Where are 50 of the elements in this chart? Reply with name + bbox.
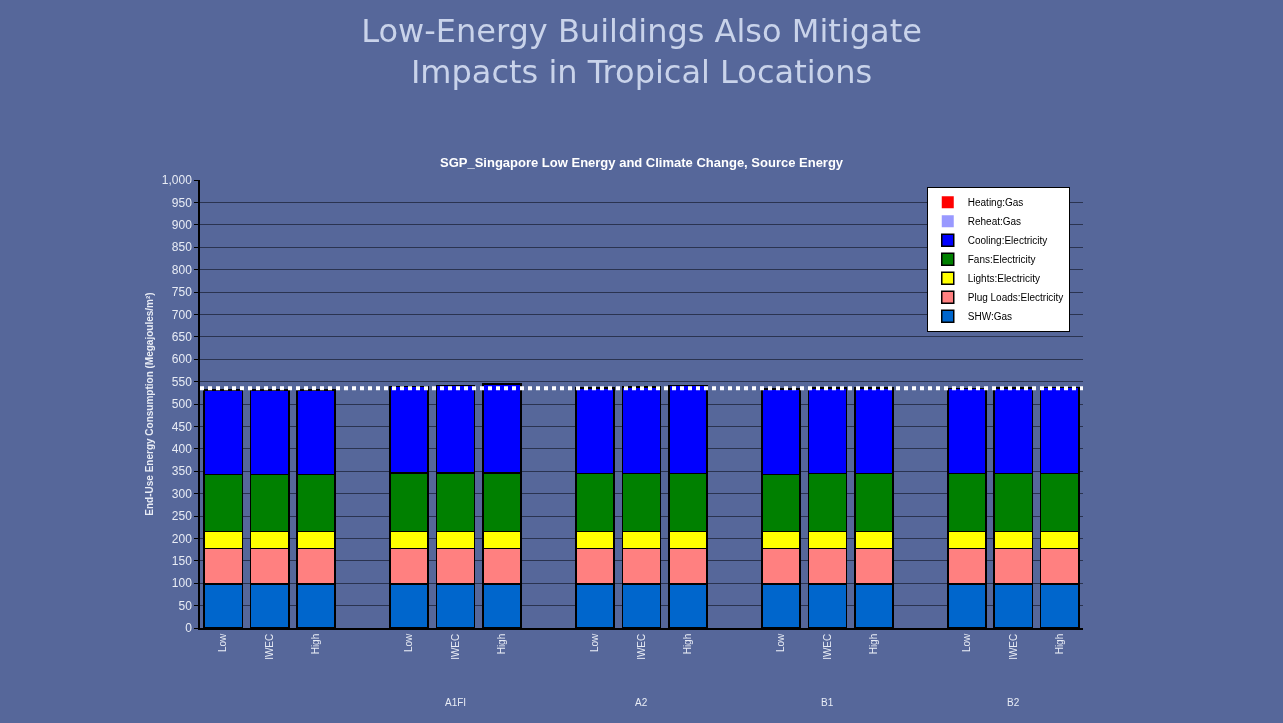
legend-label: Reheat:Gas xyxy=(967,216,1022,228)
legend-label: Plug Loads:Electricity xyxy=(967,292,1064,304)
x-tick-label: High xyxy=(310,633,322,655)
y-tick-label: 950 xyxy=(171,195,193,210)
text: B2 xyxy=(1007,697,1020,708)
x-tick-label: High xyxy=(1054,633,1066,655)
x-tick-label: Low xyxy=(775,632,787,653)
y-tick-label: 500 xyxy=(171,397,193,412)
y-tick-label: 700 xyxy=(171,307,193,322)
y-tick-label: 300 xyxy=(171,486,193,501)
y-tick-label: 100 xyxy=(171,576,193,591)
x-tick-label: Low xyxy=(403,632,415,653)
y-axis-title: End-Use Energy Consumption (Megajoules/m²) xyxy=(144,292,156,516)
y-tick-label: 750 xyxy=(171,285,193,300)
legend-label: Cooling:Electricity xyxy=(967,235,1048,247)
y-tick-label: 50 xyxy=(178,598,193,613)
chart-title: Low-Energy Buildings Also Mitigate Impacts in Tropical Locations xyxy=(361,11,922,92)
legend-label: Lights:Electricity xyxy=(967,273,1041,285)
y-tick-label: 250 xyxy=(171,509,193,524)
text: B1 xyxy=(821,697,834,708)
y-tick-label: 0 xyxy=(185,621,193,636)
y-tick-label: 1,000 xyxy=(161,173,193,188)
legend-label: Fans:Electricity xyxy=(967,254,1036,266)
y-tick-label: 850 xyxy=(171,240,193,255)
legend-label: SHW:Gas xyxy=(967,311,1013,323)
y-tick-label: 400 xyxy=(171,442,193,456)
y-tick-label: 650 xyxy=(171,330,193,344)
x-tick-label: High xyxy=(868,633,880,655)
text: A1FI xyxy=(445,697,467,708)
x-tick-label: Low xyxy=(961,632,973,653)
y-tick-label: 200 xyxy=(171,531,193,546)
x-tick-label: Low xyxy=(217,632,229,653)
legend-label: Heating:Gas xyxy=(967,197,1024,209)
x-tick-label: High xyxy=(496,633,508,655)
text: A2 xyxy=(635,697,648,708)
x-tick-label: IWEC xyxy=(821,633,833,660)
y-tick-label: 150 xyxy=(171,554,193,568)
x-tick-label: IWEC xyxy=(1007,633,1019,660)
x-tick-label: IWEC xyxy=(635,633,647,660)
x-tick-label: IWEC xyxy=(449,633,461,660)
y-tick-label: 450 xyxy=(171,419,193,434)
y-tick-label: 550 xyxy=(171,374,193,389)
y-tick-label: 600 xyxy=(171,352,193,367)
x-tick-label: IWEC xyxy=(263,633,275,660)
x-tick-label: High xyxy=(682,633,694,655)
y-tick-label: 900 xyxy=(171,218,193,232)
y-tick-label: 350 xyxy=(171,464,193,479)
chart-subtitle: SGP_Singapore Low Energy and Climate Change, Source Energy xyxy=(440,155,844,170)
y-tick-label: 800 xyxy=(171,262,193,277)
x-tick-label: Low xyxy=(589,632,601,653)
